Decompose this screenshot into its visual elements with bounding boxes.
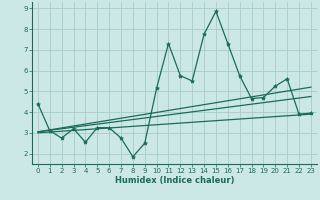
X-axis label: Humidex (Indice chaleur): Humidex (Indice chaleur) — [115, 176, 234, 185]
